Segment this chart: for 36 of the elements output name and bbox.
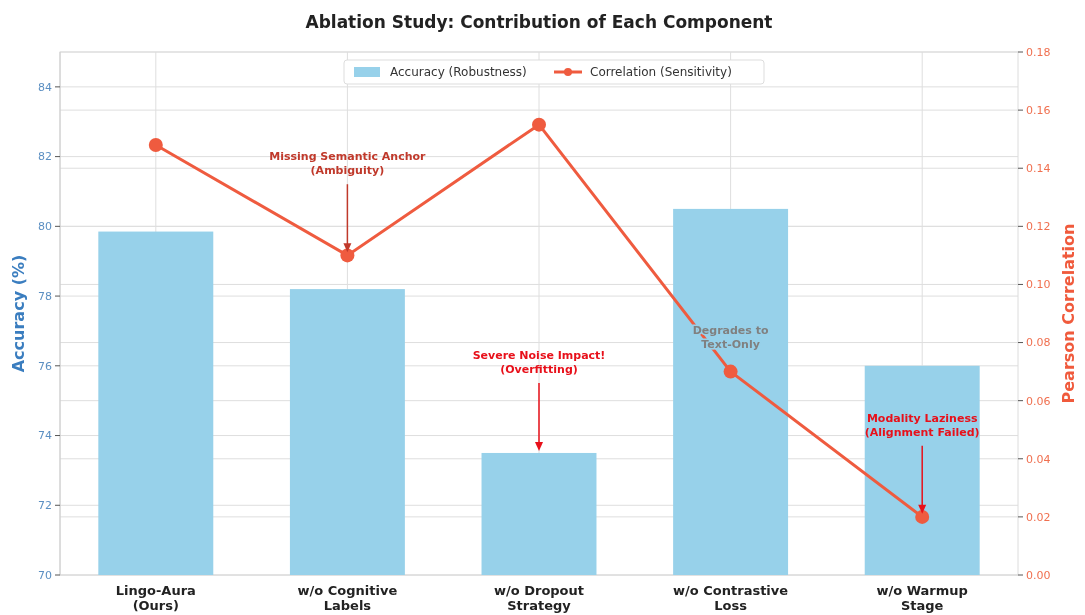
y2-tick-label: 0.18 (1026, 45, 1051, 59)
y-tick-label: 84 (38, 80, 52, 94)
y2-tick-label: 0.12 (1026, 220, 1051, 234)
y-axis-title: Accuracy (%) (9, 254, 28, 373)
x-tick-label: w/o Cognitive Labels (297, 583, 398, 613)
x-tick-label: w/o Dropout Strategy (493, 583, 585, 613)
y2-tick-label: 0.04 (1026, 452, 1051, 466)
y2-tick-label: 0.08 (1026, 336, 1051, 350)
y-tick-label: 74 (38, 429, 52, 443)
y2-axis-title: Pearson Correlation (1059, 223, 1078, 404)
y2-tick-label: 0.16 (1026, 103, 1051, 117)
annotation: Modality Laziness (Alignment Failed) (864, 411, 980, 439)
point (723, 364, 738, 379)
y2-tick-label: 0.02 (1026, 510, 1051, 524)
point (532, 117, 546, 132)
y2-tick-label: 0.10 (1026, 278, 1051, 292)
y-tick-label: 78 (38, 289, 52, 303)
chart-title: Ablation Study: Contribution of Each Component (305, 12, 773, 32)
y-tick-label: 80 (38, 220, 52, 234)
annotation: Missing Semantic Anchor (Ambiguity) (269, 150, 427, 178)
x-tick-label: w/o Contrastive Loss (673, 583, 789, 613)
point (915, 509, 930, 524)
y-tick-label: 70 (38, 568, 52, 582)
x-tick-label: Lingo-Aura (Ours) (115, 583, 196, 613)
y2-tick-label: 0.00 (1026, 568, 1051, 582)
point (340, 248, 355, 263)
x-tick-label: w/o Warmup Stage (876, 583, 968, 613)
y2-tick-label: 0.14 (1026, 162, 1051, 176)
point (148, 137, 163, 152)
y-tick-label: 72 (38, 499, 52, 513)
legend-label: Correlation (Sensitivity) (590, 65, 732, 80)
annotation: Severe Noise Impact! (Overfitting) (472, 348, 606, 376)
y2-tick-label: 0.06 (1026, 394, 1051, 408)
legend-label: Accuracy (Robustness) (390, 65, 527, 80)
y-tick-label: 76 (38, 359, 52, 373)
y-tick-label: 82 (38, 150, 52, 164)
